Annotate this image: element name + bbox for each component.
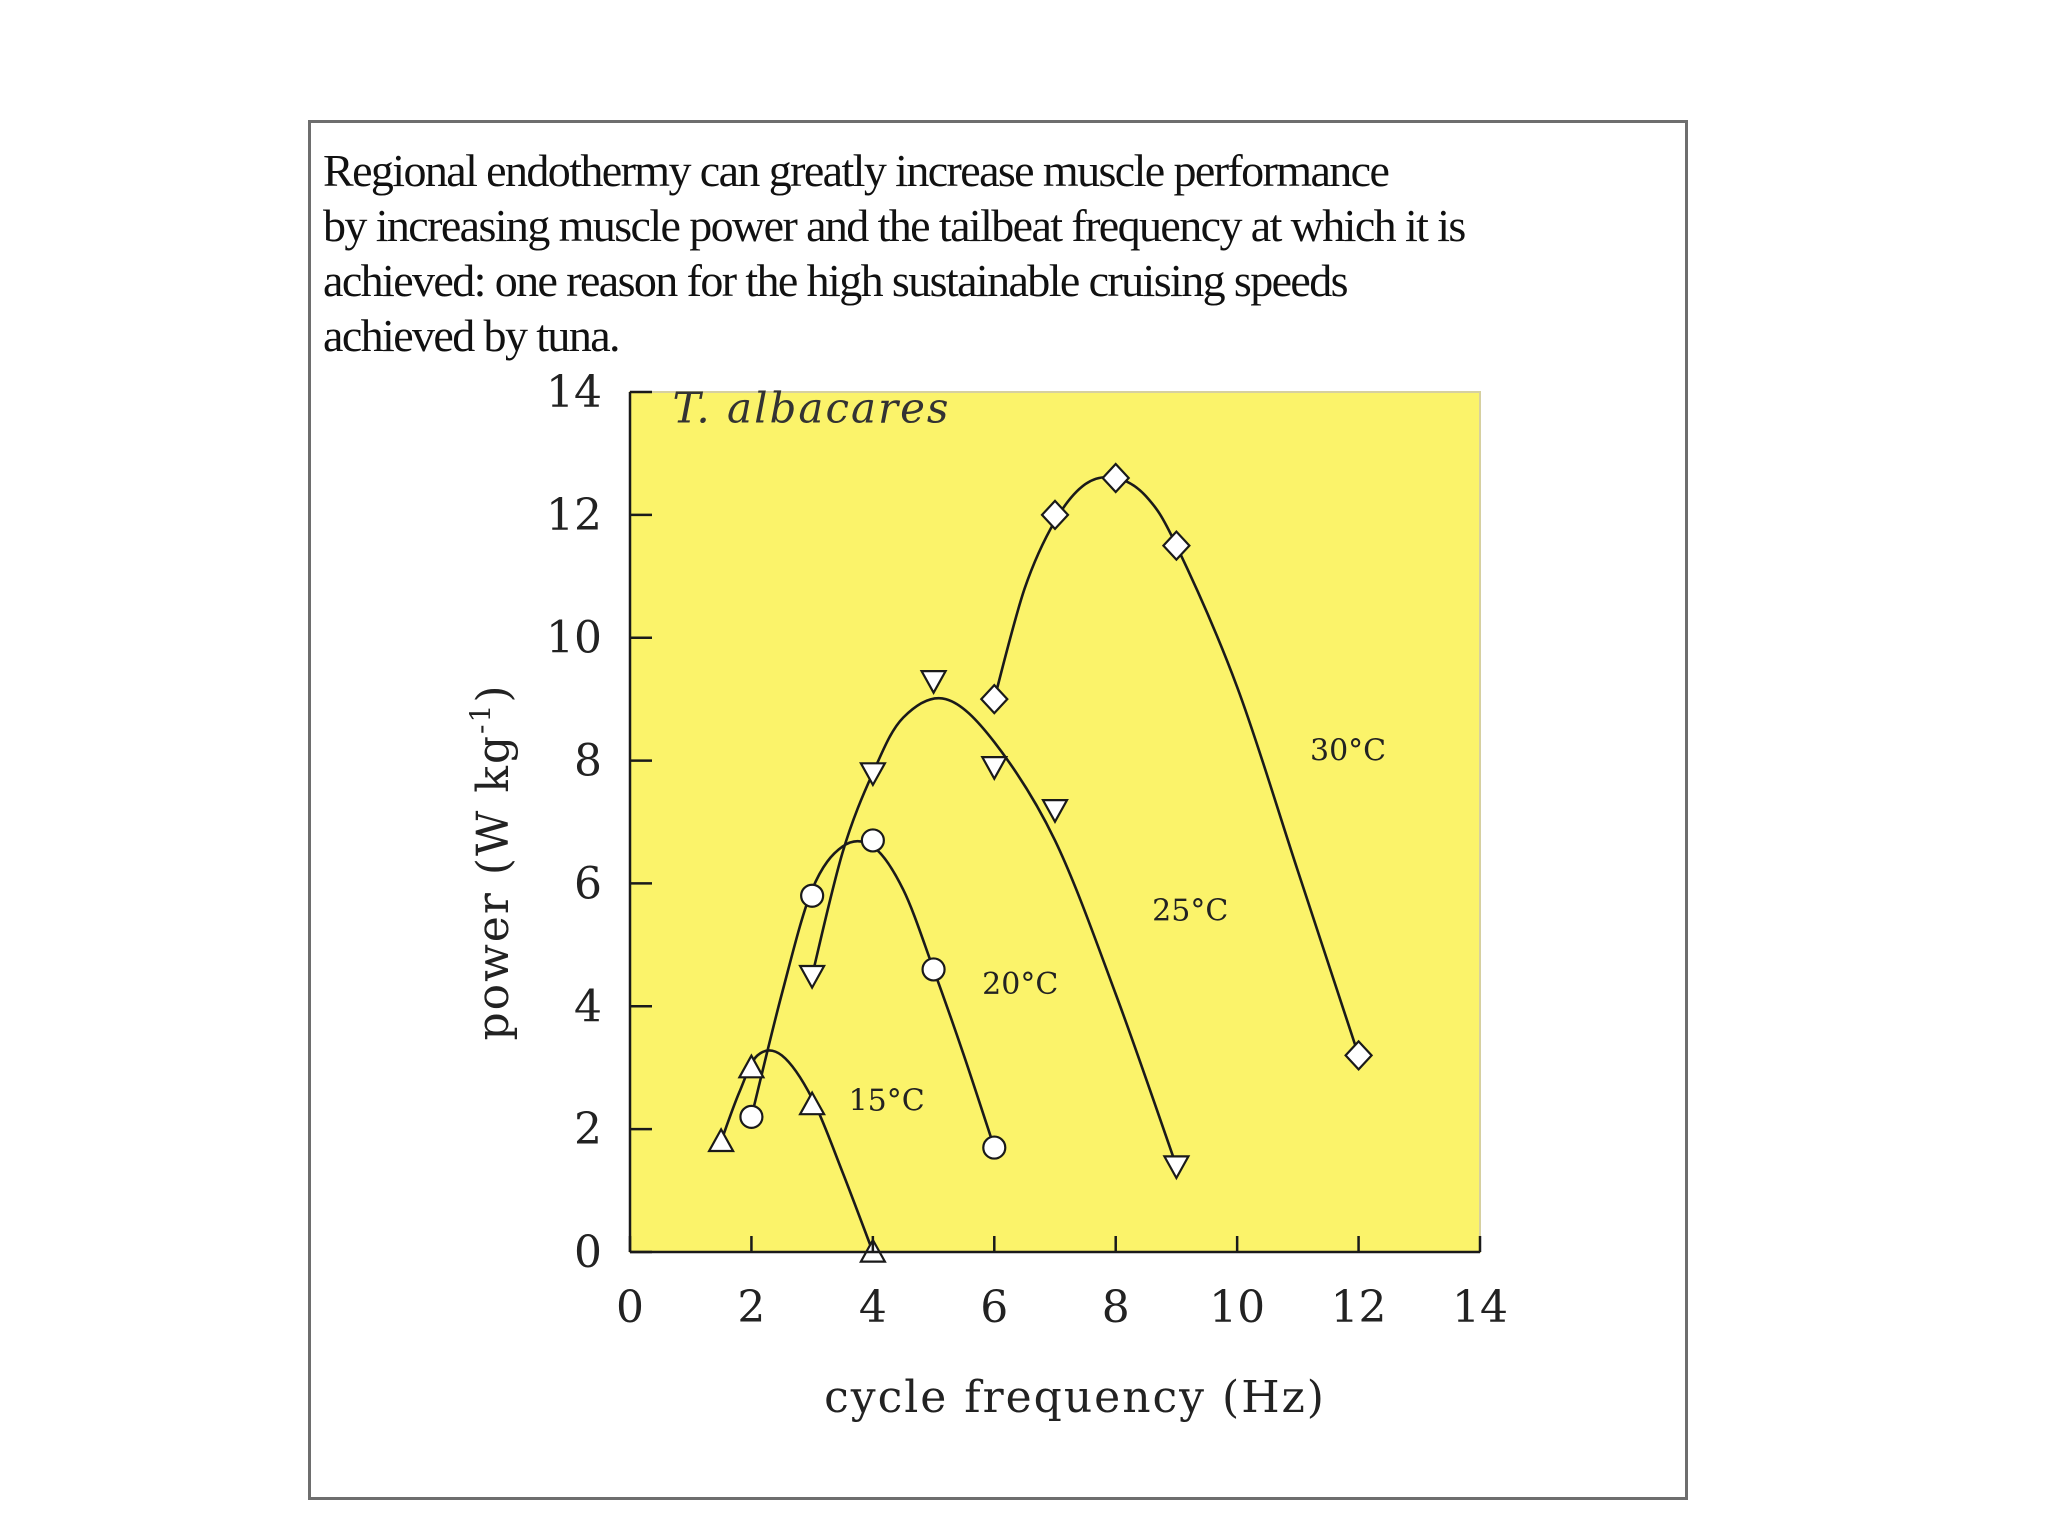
y-tick-label-3: 6 (574, 858, 602, 909)
marker-s2-p3 (980, 755, 1009, 781)
x-axis-label: cycle frequency (Hz) (824, 1372, 1326, 1423)
marker-s0-p0 (707, 1127, 735, 1153)
y-tick-label-6: 12 (546, 490, 602, 541)
y-tick-label-5: 10 (546, 613, 602, 664)
y-axis-label: power (W kg-1) (464, 683, 519, 1040)
series-label-1: 20°C (982, 967, 1058, 1002)
y-tick-label-4: 8 (574, 736, 602, 787)
y-tick-label-1: 2 (574, 1104, 602, 1155)
marker-s2-p0 (798, 964, 826, 990)
series-curve-2 (810, 696, 1178, 1167)
marker-s1-p0 (739, 1104, 764, 1129)
chart-title: T. albacares (673, 384, 951, 433)
marker-s2-p5 (1162, 1155, 1191, 1181)
y-tick-label-7: 14 (546, 367, 602, 418)
marker-s0-p1 (737, 1053, 766, 1079)
series-label-0: 15°C (849, 1084, 925, 1119)
series-label-2: 25°C (1152, 893, 1228, 928)
marker-s1-p3 (921, 957, 946, 982)
series-markers (707, 462, 1374, 1263)
x-tick-label-5: 10 (1209, 1282, 1265, 1333)
x-tick-label-4: 8 (1102, 1282, 1130, 1333)
axes: 0 2 4 6 8 10 12 14 0 2 4 6 8 10 12 14 (546, 367, 1508, 1333)
y-axis-label-text: power (W kg (468, 734, 519, 1041)
marker-s2-p1 (859, 762, 887, 788)
marker-s3-p0 (979, 683, 1009, 715)
y-axis-label-close: ) (468, 683, 519, 702)
x-tick-label-3: 6 (980, 1282, 1008, 1333)
x-tick-label-0: 0 (616, 1282, 644, 1333)
marker-s1-p1 (800, 883, 825, 908)
series-curve-0 (719, 1049, 875, 1253)
x-tick-label-1: 2 (737, 1282, 765, 1333)
marker-s3-p3 (1161, 529, 1191, 562)
x-tick-label-7: 14 (1452, 1282, 1508, 1333)
y-tick-label-0: 0 (574, 1227, 602, 1278)
series-curve-3 (993, 475, 1360, 1056)
marker-s3-p4 (1344, 1039, 1374, 1072)
series-labels: 15°C 20°C 25°C 30°C (849, 734, 1387, 1119)
marker-s2-p4 (1041, 798, 1069, 824)
figure-caption: Regional endothermy can greatly increase… (323, 145, 1466, 361)
series-curves (719, 475, 1360, 1253)
marker-s3-p1 (1040, 499, 1070, 531)
marker-s2-p2 (919, 669, 948, 695)
marker-s3-p2 (1101, 462, 1131, 494)
series-label-3: 30°C (1310, 734, 1386, 769)
x-tick-label-2: 4 (859, 1282, 887, 1333)
x-tick-label-6: 12 (1331, 1282, 1387, 1333)
marker-s1-p2 (860, 828, 885, 853)
y-axis-label-sup: -1 (464, 703, 497, 734)
marker-s1-p4 (982, 1135, 1007, 1160)
figure-frame: Regional endothermy can greatly increase… (308, 120, 1688, 1500)
y-tick-label-2: 4 (574, 981, 602, 1032)
marker-s0-p2 (798, 1090, 826, 1116)
